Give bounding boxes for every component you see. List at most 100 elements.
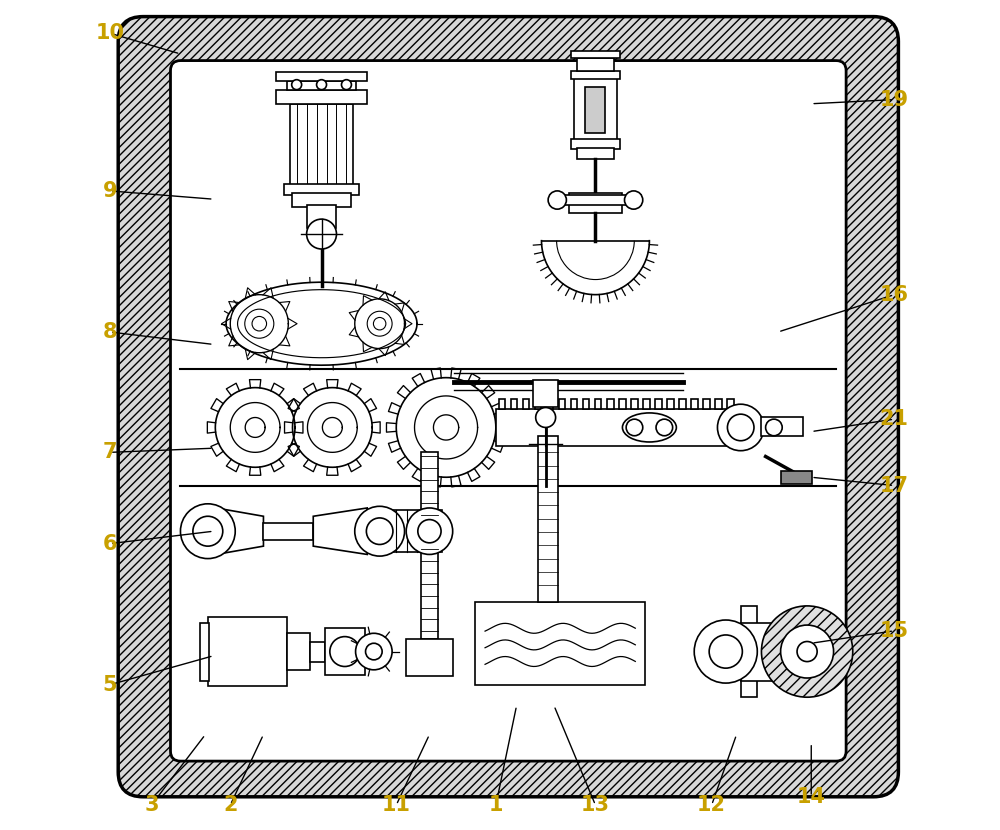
Text: 1: 1 [489, 795, 503, 815]
Bar [715, 399, 722, 409]
Bar [741, 606, 757, 697]
Circle shape [330, 637, 360, 666]
Bar [276, 72, 367, 81]
Text: 14: 14 [797, 787, 826, 807]
Bar [571, 71, 620, 79]
Bar [533, 380, 558, 407]
Circle shape [694, 620, 757, 683]
Bar [574, 75, 617, 141]
Circle shape [709, 635, 742, 668]
Bar [200, 622, 209, 681]
Text: 2: 2 [223, 795, 238, 815]
Bar [761, 417, 803, 436]
Bar [421, 452, 438, 639]
Bar [607, 399, 614, 409]
Bar [392, 510, 442, 552]
Circle shape [548, 191, 566, 209]
Circle shape [626, 419, 643, 436]
Text: 8: 8 [103, 322, 117, 342]
Bar [595, 399, 601, 409]
Text: 11: 11 [382, 795, 411, 815]
Bar [679, 399, 686, 409]
Circle shape [536, 408, 556, 427]
Polygon shape [313, 508, 367, 554]
Circle shape [252, 316, 267, 331]
Circle shape [245, 310, 274, 339]
Bar [741, 622, 803, 681]
Bar [655, 399, 662, 409]
Circle shape [727, 414, 754, 441]
Bar [547, 399, 553, 409]
Circle shape [624, 191, 643, 209]
Bar [583, 399, 589, 409]
Ellipse shape [622, 413, 676, 442]
Circle shape [355, 506, 405, 556]
Bar [284, 184, 359, 195]
Circle shape [366, 518, 393, 544]
Bar [287, 633, 310, 670]
Circle shape [292, 80, 302, 90]
Text: 19: 19 [880, 90, 909, 110]
Bar [559, 399, 565, 409]
Circle shape [180, 504, 235, 559]
Bar [643, 399, 650, 409]
Circle shape [307, 219, 336, 249]
Circle shape [797, 642, 817, 662]
Bar [496, 409, 737, 446]
Bar [406, 639, 453, 676]
Text: 3: 3 [144, 795, 159, 815]
Text: 6: 6 [103, 534, 117, 554]
Bar [276, 90, 367, 104]
Text: 15: 15 [880, 621, 909, 641]
Bar [619, 399, 626, 409]
Text: 21: 21 [880, 409, 909, 429]
Circle shape [367, 311, 392, 336]
FancyBboxPatch shape [170, 61, 846, 761]
Bar [310, 642, 325, 662]
Bar [511, 399, 517, 409]
Circle shape [761, 606, 853, 697]
Circle shape [406, 508, 453, 554]
Circle shape [656, 419, 673, 436]
Text: 7: 7 [103, 442, 117, 462]
Bar [571, 139, 620, 149]
Bar [703, 399, 710, 409]
Bar [287, 81, 356, 90]
Bar [263, 523, 313, 540]
Text: 9: 9 [103, 181, 117, 201]
Circle shape [356, 633, 392, 670]
Bar [691, 399, 698, 409]
Bar [781, 471, 812, 484]
Bar [292, 193, 351, 208]
Bar [585, 87, 605, 133]
Bar [569, 193, 622, 213]
Bar [577, 148, 614, 159]
Text: 5: 5 [103, 675, 117, 695]
Circle shape [717, 404, 764, 451]
Bar [571, 51, 620, 58]
Bar [208, 617, 287, 686]
Bar [307, 205, 336, 228]
Bar [499, 399, 505, 409]
Text: 12: 12 [697, 795, 726, 815]
Bar [538, 436, 558, 602]
Bar [290, 104, 353, 187]
Bar [523, 399, 529, 409]
Bar [550, 195, 641, 205]
Circle shape [341, 80, 351, 90]
Text: 13: 13 [581, 795, 610, 815]
Bar [325, 628, 365, 675]
Circle shape [373, 317, 386, 330]
Bar [667, 399, 674, 409]
Circle shape [418, 520, 441, 543]
FancyBboxPatch shape [118, 17, 898, 797]
Polygon shape [216, 508, 263, 554]
Circle shape [317, 80, 327, 90]
Circle shape [781, 625, 834, 678]
Bar [571, 399, 577, 409]
Text: 10: 10 [95, 23, 124, 43]
Circle shape [766, 419, 782, 436]
Bar [577, 58, 614, 71]
Bar [475, 602, 645, 685]
Bar [727, 399, 734, 409]
